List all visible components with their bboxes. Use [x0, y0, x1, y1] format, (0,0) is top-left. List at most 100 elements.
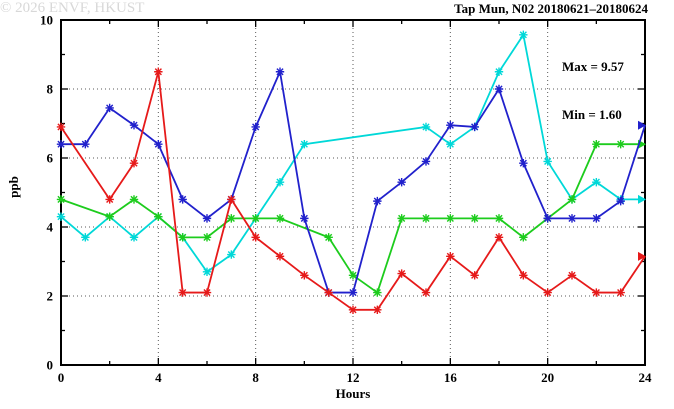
point-marker — [616, 196, 625, 206]
x-tick-label: 20 — [541, 370, 554, 385]
point-marker — [446, 121, 455, 130]
point-marker — [494, 84, 504, 94]
point-marker — [251, 214, 260, 223]
point-marker — [251, 122, 260, 132]
x-tick-label: 16 — [444, 370, 458, 385]
point-marker — [494, 233, 504, 242]
point-marker — [178, 195, 187, 204]
point-marker — [543, 214, 552, 223]
point-marker — [154, 212, 163, 221]
point-marker — [543, 288, 552, 297]
point-marker — [543, 157, 552, 166]
point-marker — [81, 140, 90, 149]
point-marker — [129, 195, 139, 204]
x-tick-label: 4 — [155, 370, 162, 385]
point-marker — [494, 214, 504, 223]
y-axis-label: ppb — [6, 176, 21, 198]
point-marker — [300, 214, 309, 223]
point-marker — [373, 288, 382, 297]
x-tick-label: 12 — [347, 370, 360, 385]
point-marker — [470, 271, 479, 280]
y-tick-label: 10 — [40, 13, 53, 28]
point-marker — [373, 196, 382, 206]
point-marker — [56, 122, 66, 132]
point-marker — [446, 252, 455, 261]
point-marker — [348, 305, 358, 314]
point-marker — [567, 195, 577, 204]
arrow-end-marker — [638, 194, 646, 204]
y-tick-label: 4 — [47, 220, 54, 235]
point-marker — [227, 195, 236, 204]
point-marker — [397, 177, 406, 187]
series-blue — [56, 67, 646, 297]
point-marker — [81, 233, 90, 242]
point-marker — [178, 288, 187, 297]
point-marker — [446, 140, 455, 149]
x-tick-label: 8 — [252, 370, 259, 385]
point-marker — [592, 214, 601, 223]
point-marker — [202, 233, 212, 242]
point-marker — [56, 212, 66, 221]
point-marker — [446, 214, 455, 223]
point-marker — [105, 212, 114, 221]
point-marker — [178, 233, 187, 242]
x-axis-label: Hours — [335, 386, 371, 401]
point-marker — [202, 214, 212, 223]
y-tick-label: 0 — [47, 358, 54, 373]
min-annotation: Min = 1.60 — [562, 107, 622, 122]
point-marker — [421, 157, 431, 166]
point-marker — [421, 288, 431, 297]
y-tick-label: 6 — [47, 151, 54, 166]
point-marker — [129, 121, 139, 130]
max-annotation: Max = 9.57 — [562, 59, 624, 74]
point-marker — [251, 233, 260, 242]
point-marker — [56, 140, 66, 149]
point-marker — [129, 233, 139, 242]
point-marker — [567, 271, 577, 280]
point-marker — [470, 214, 479, 223]
point-marker — [324, 288, 333, 297]
point-marker — [105, 103, 114, 113]
arrow-end-marker — [638, 251, 646, 261]
point-marker — [421, 214, 431, 223]
point-marker — [154, 140, 163, 149]
point-marker — [202, 288, 212, 297]
point-marker — [519, 158, 528, 168]
point-marker — [202, 267, 212, 277]
point-marker — [348, 271, 358, 280]
max-min-annotation: Max = 9.57 Min = 1.60 — [562, 27, 624, 155]
point-marker — [154, 67, 163, 76]
point-marker — [616, 288, 625, 297]
point-marker — [227, 250, 236, 259]
y-tick-label: 8 — [47, 82, 54, 97]
point-marker — [592, 288, 601, 297]
series-red — [56, 67, 646, 314]
watermark: © 2026 ENVF, HKUST — [0, 0, 145, 16]
series-green — [56, 139, 646, 297]
point-marker — [227, 214, 236, 223]
point-marker — [300, 140, 309, 149]
point-marker — [592, 140, 601, 149]
point-marker — [421, 122, 431, 132]
point-marker — [397, 269, 406, 278]
point-marker — [300, 271, 309, 280]
axis-ticks — [60, 19, 646, 366]
point-marker — [519, 271, 528, 280]
point-marker — [348, 288, 358, 297]
point-marker — [519, 30, 528, 40]
arrow-end-marker — [638, 120, 646, 130]
point-marker — [470, 122, 479, 132]
series-cyan — [56, 30, 646, 277]
y-tick-label: 2 — [47, 289, 54, 304]
point-marker — [275, 177, 285, 187]
point-marker — [275, 252, 285, 261]
point-marker — [373, 305, 382, 314]
point-marker — [519, 233, 528, 242]
point-marker — [324, 233, 333, 242]
point-marker — [397, 214, 406, 223]
point-marker — [56, 195, 66, 204]
point-marker — [592, 177, 601, 187]
